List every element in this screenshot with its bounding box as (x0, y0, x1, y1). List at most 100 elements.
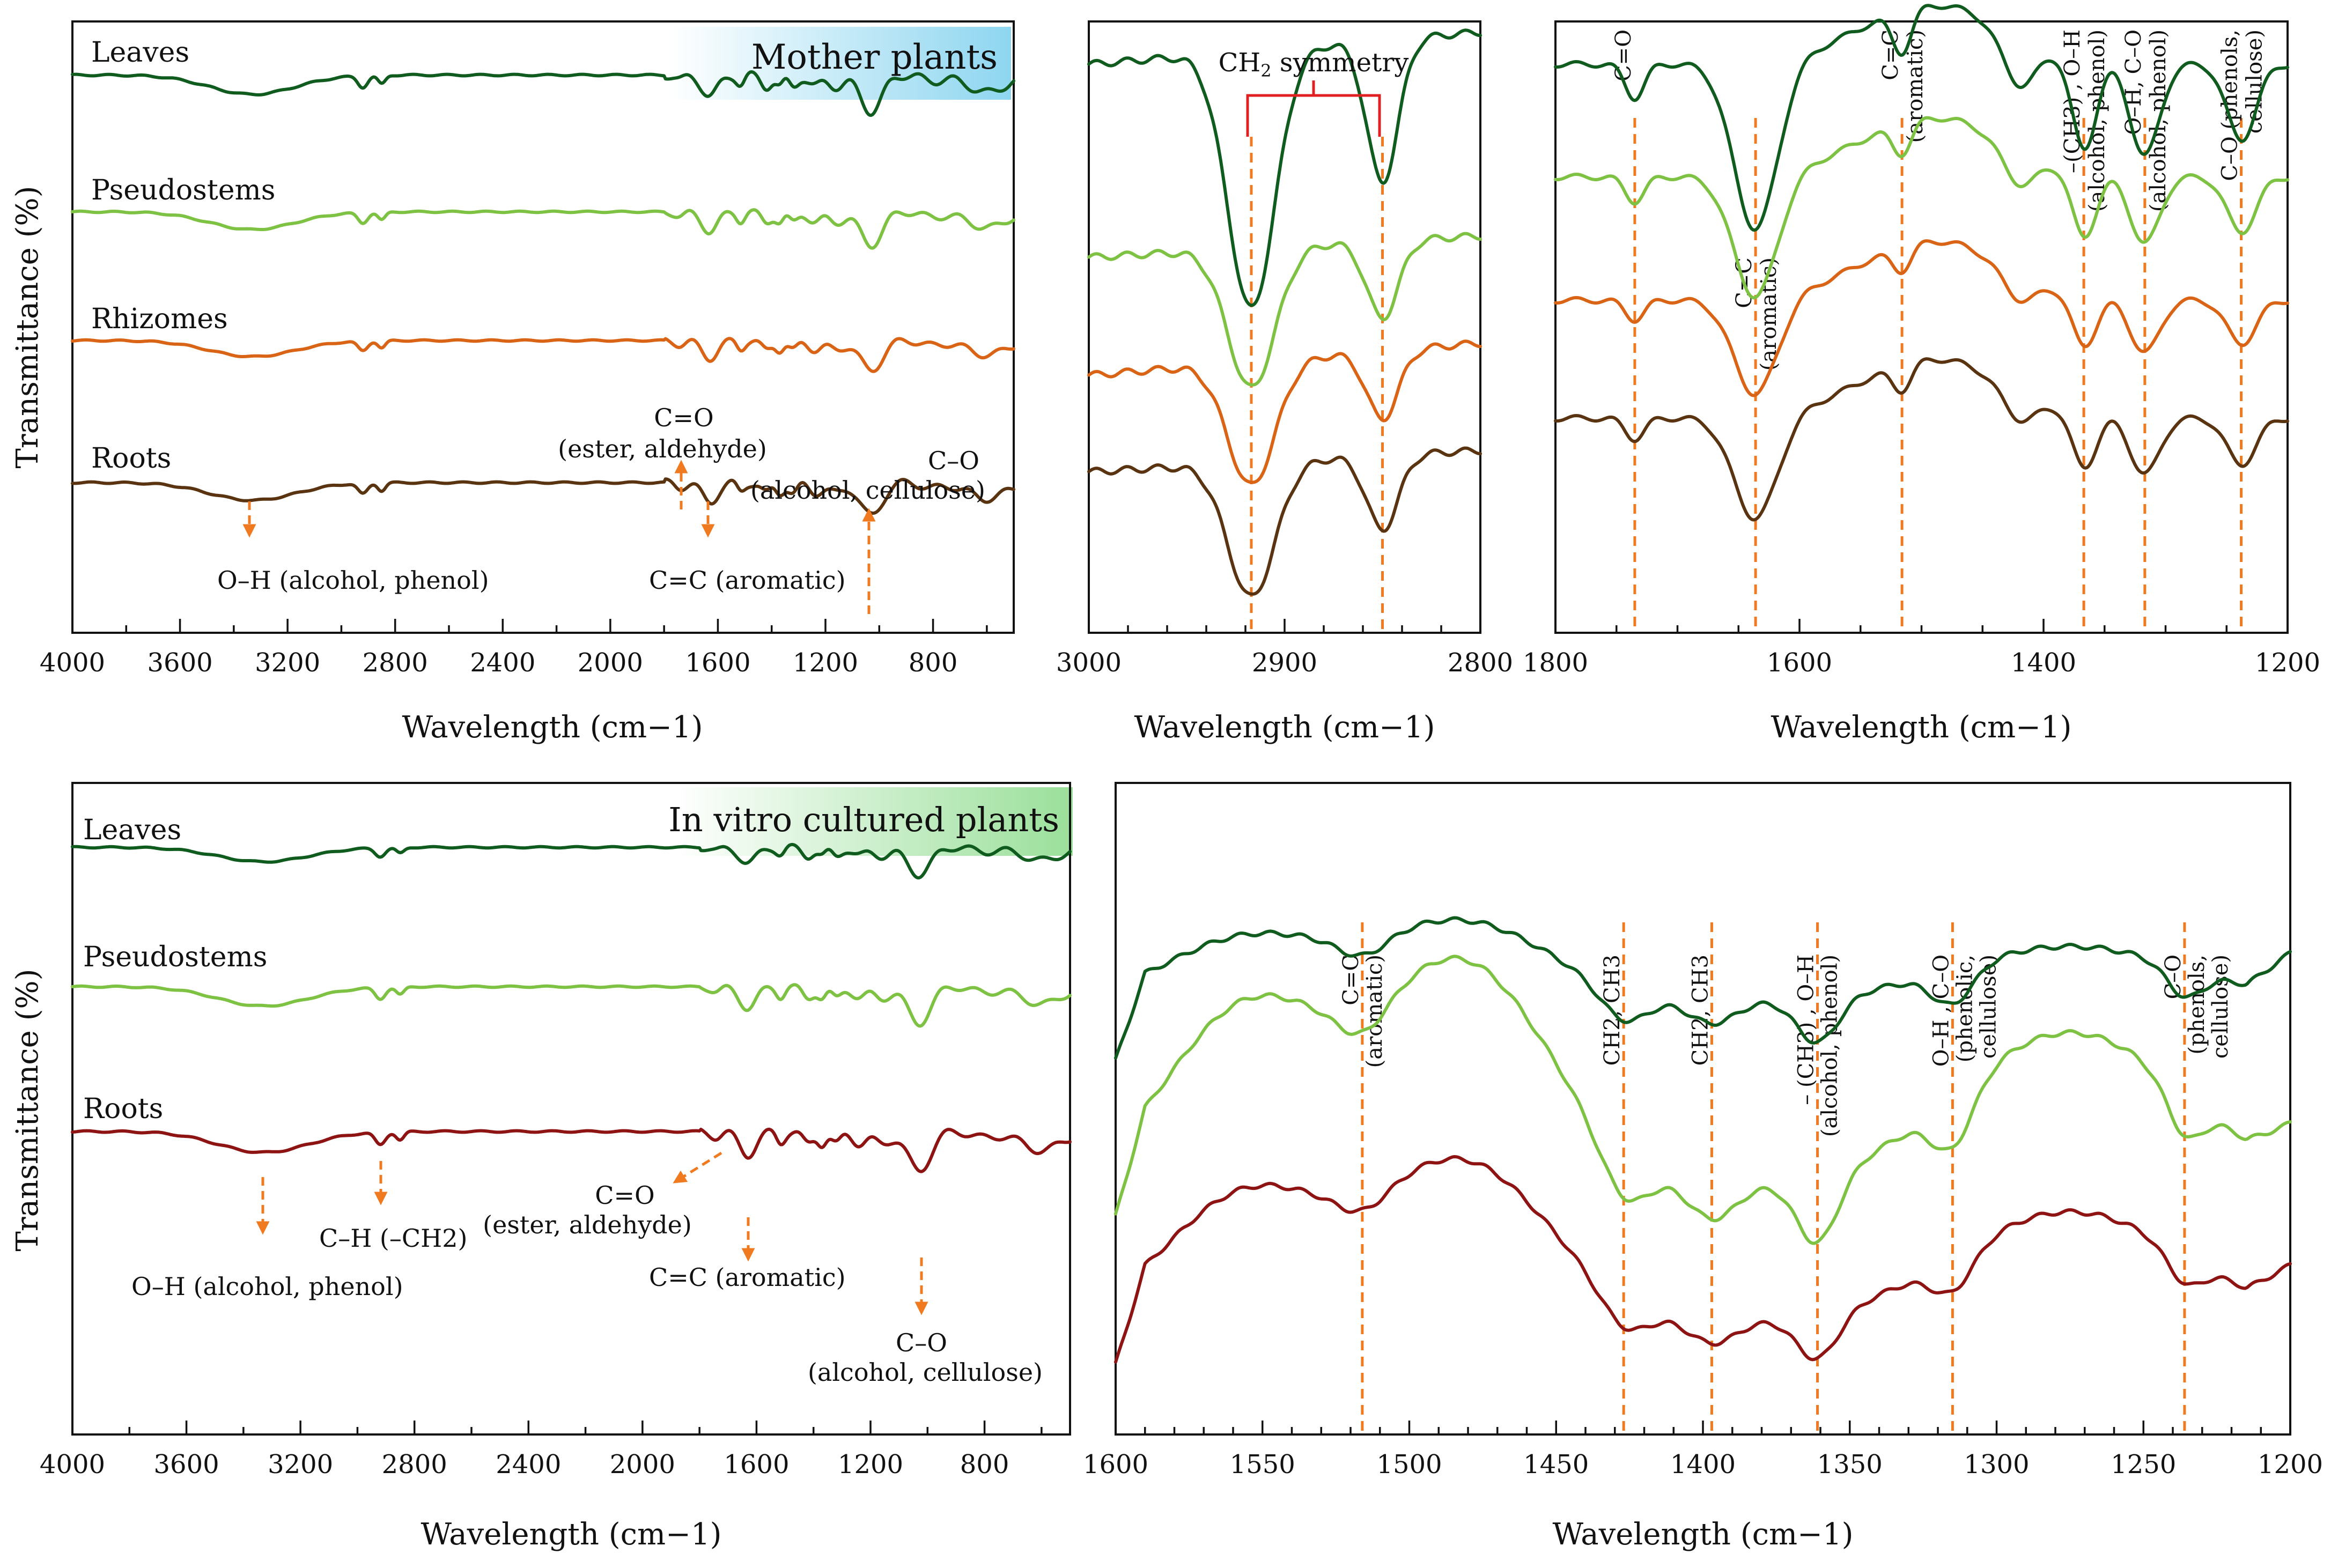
panel-d-title: In vitro cultured plants (668, 800, 1059, 839)
x-tick-label: 1600 (724, 1449, 789, 1480)
x-tick-label: 1550 (1230, 1449, 1295, 1480)
series-label-rhizomes: Rhizomes (91, 303, 228, 335)
panel-a-title: Mother plants (751, 38, 998, 77)
panel-b-series (1087, 28, 1482, 596)
panel-d-frame (71, 782, 1071, 1436)
panel-a-frame (71, 20, 1015, 634)
vitro-fingerprint-pseudostems (1114, 955, 2292, 1245)
x-tick-label: 1600 (685, 648, 750, 678)
annot-oh-a: O–H (alcohol, phenol) (217, 566, 489, 595)
fingerprint-marker-label: –(CH3) , O–H (2060, 29, 2085, 173)
fingerprint-marker-label: (alcohol, phenol) (2085, 29, 2110, 212)
annot-c-o-a: C–O (928, 446, 979, 475)
vitro-spectrum-leaves (71, 842, 1072, 879)
vitro-marker-label: – (CH3) , O–H (1794, 955, 1819, 1105)
panel-b-frame (1088, 20, 1481, 634)
annot-co-sub-a: (ester, aldehyde) (558, 434, 767, 463)
x-tick-label: 2800 (1448, 648, 1513, 678)
panel-a-xlabel: Wavelength (cm−1) (402, 710, 703, 745)
annot-co-a: C=O (654, 403, 713, 432)
panel-a-ylabel: Transmittance (%) (10, 186, 45, 469)
fingerprint-spectrum-roots_mother (1554, 357, 2289, 522)
vitro-fingerprint-leaves (1114, 916, 2292, 1060)
panel-d-x-ticks: 4000 3600 3200 2800 2400 2000 1600 1200 800 (40, 1421, 1043, 1480)
panel-in-vitro-plants: In vitro cultured plants 4000 3600 3200 280… (10, 782, 1073, 1552)
panel-ch2-symmetry: 3000 2900 2800 CH2 symmetry Wavelength (cm… (1056, 20, 1513, 745)
x-tick-label: 1200 (838, 1449, 903, 1480)
vitro-marker-label: (phenolic, (1952, 955, 1977, 1062)
panel-e-markers: C=C(aromatic) CH2, CH3 CH2, CH3– (CH3) , O… (1339, 922, 2233, 1434)
ch2-symmetry-label: CH2 symmetry (1219, 48, 1409, 81)
x-tick-label: 4000 (40, 648, 105, 678)
panel-e-frame (1115, 782, 2291, 1436)
series-label-roots-vitro: Roots (83, 1093, 163, 1125)
x-tick-label: 1200 (2255, 648, 2320, 678)
vitro-marker-label: cellulose) (1976, 955, 2001, 1059)
vitro-marker-label: cellulose) (2208, 955, 2233, 1059)
fingerprint-spectrum-pseudostems (1554, 116, 2289, 300)
ch2-spectrum-roots_mother (1087, 446, 1482, 596)
panel-d-series (71, 842, 1072, 1173)
spectrum-leaves (71, 70, 1015, 117)
x-tick-label: 1200 (793, 648, 858, 678)
vitro-spectrum-roots_vitro (71, 1127, 1072, 1173)
x-tick-label: 1300 (1964, 1449, 2029, 1480)
series-label-pseudostems: Pseudostems (91, 174, 275, 206)
x-tick-label: 2000 (610, 1449, 675, 1480)
vitro-spectrum-pseudostems (71, 983, 1072, 1028)
fingerprint-marker-label: C=O (1611, 29, 1636, 82)
panel-c-series (1554, 4, 2289, 522)
x-tick-label: 2000 (578, 648, 643, 678)
fingerprint-spectrum-rhizomes (1554, 239, 2289, 397)
panel-a-series-labels: Leaves Pseudostems Rhizomes Roots (91, 36, 275, 475)
annot-co-sub-d: (ester, aldehyde) (483, 1210, 692, 1239)
spectrum-pseudostems (71, 208, 1015, 250)
ch2-spectrum-rhizomes (1087, 339, 1482, 484)
x-tick-label: 1800 (1523, 648, 1588, 678)
series-label-leaves-vitro: Leaves (83, 814, 181, 846)
x-tick-label: 1400 (1670, 1449, 1736, 1480)
panel-b-xlabel: Wavelength (cm−1) (1134, 710, 1435, 745)
annot-co-d: C=O (595, 1181, 654, 1210)
x-tick-label: 3200 (255, 648, 320, 678)
panel-c-xlabel: Wavelength (cm−1) (1771, 710, 2072, 745)
annot-ch-d: C–H (–CH2) (319, 1224, 467, 1253)
annot-oh-d: O–H (alcohol, phenol) (131, 1272, 403, 1301)
annot-c-o-d: C–O (896, 1328, 947, 1357)
x-tick-label: 2900 (1252, 648, 1317, 678)
spectrum-rhizomes (71, 337, 1015, 373)
x-tick-label: 800 (909, 648, 958, 678)
panel-mother-plants: Mother plants 4000 3600 3200 2800 2400 2000 16… (10, 20, 1015, 745)
x-tick-label: 1600 (1083, 1449, 1148, 1480)
panel-e-series (1114, 916, 2292, 1364)
x-tick-label: 2400 (470, 648, 535, 678)
panel-a-annotations: O–H (alcohol, phenol) C=O (ester, aldehy… (217, 403, 985, 614)
panel-fingerprint-mother: 1800 1600 1400 1200 C=OC=C (aromatic)C=C (aro… (1523, 4, 2320, 745)
vitro-marker-label: (alcohol, phenol) (1818, 955, 1842, 1137)
title-banner-vitro (676, 787, 1073, 856)
panel-b-x-ticks: 3000 2900 2800 (1056, 619, 1513, 678)
fingerprint-spectrum-leaves (1554, 4, 2289, 232)
x-tick-label: 1450 (1523, 1449, 1589, 1480)
x-tick-label: 1500 (1376, 1449, 1442, 1480)
series-label-leaves: Leaves (91, 36, 189, 69)
annot-cc-a: C=C (aromatic) (649, 566, 846, 595)
vitro-marker-label: (aromatic) (1362, 955, 1387, 1068)
vitro-fingerprint-roots_vitro (1114, 1155, 2292, 1364)
vitro-marker-label: CH2, CH3 (1688, 955, 1713, 1066)
x-tick-label: 2800 (382, 1449, 447, 1480)
panel-d-ylabel: Transmittance (%) (10, 969, 45, 1252)
x-tick-label: 2800 (363, 648, 428, 678)
x-tick-label: 2400 (496, 1449, 561, 1480)
fingerprint-marker-label: O–H, C–O (2121, 29, 2146, 135)
x-tick-label: 800 (960, 1449, 1009, 1480)
x-tick-label: 4000 (40, 1449, 105, 1480)
panel-d-xlabel: Wavelength (cm−1) (421, 1517, 722, 1552)
x-tick-label: 1200 (2258, 1449, 2323, 1480)
vitro-marker-label: (phenols, (2185, 955, 2209, 1055)
panel-a-series (71, 70, 1015, 515)
ch2-spectrum-pseudostems (1087, 232, 1482, 387)
arrow-co-d (673, 1151, 722, 1184)
